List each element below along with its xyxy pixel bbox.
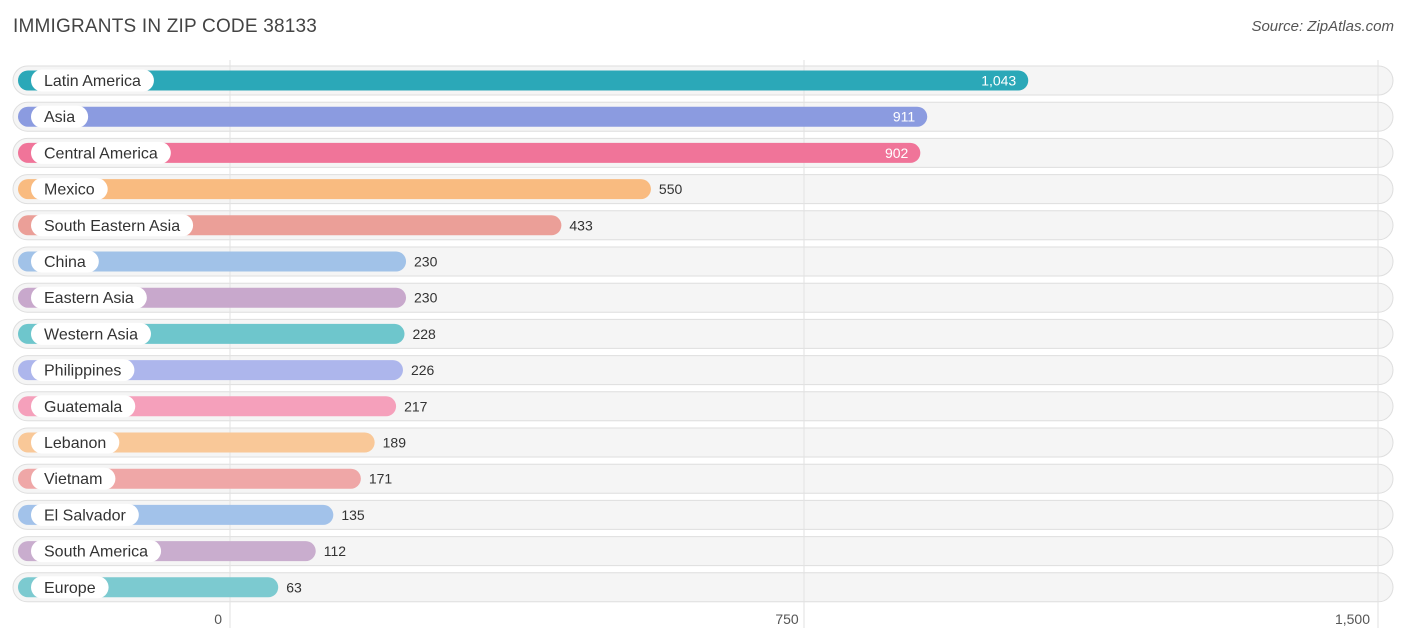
category-label-pill	[31, 395, 136, 418]
value-label: 112	[324, 543, 347, 559]
source-note: Source: ZipAtlas.com	[1251, 18, 1394, 35]
category-label-pill	[31, 178, 108, 201]
bar	[18, 179, 651, 200]
category-label: Philippines	[44, 363, 121, 380]
value-label: 171	[369, 471, 393, 487]
category-label: Mexico	[44, 182, 95, 199]
value-label: 228	[412, 326, 436, 342]
value-label: 433	[569, 217, 593, 233]
category-label: South America	[44, 544, 148, 561]
category-label: Vietnam	[44, 471, 102, 488]
category-label-pill	[31, 214, 194, 237]
category-label-pill	[31, 105, 89, 128]
row-background	[12, 463, 1394, 494]
x-axis-ticks: 0 750 1,500	[214, 611, 1370, 627]
category-label: El Salvador	[44, 507, 126, 524]
bar	[18, 142, 921, 163]
row-background	[12, 572, 1394, 603]
category-label: China	[44, 254, 86, 271]
value-label: 1,043	[981, 73, 1016, 89]
value-label: 230	[414, 254, 438, 270]
value-label: 911	[893, 109, 916, 125]
category-label-pill	[31, 503, 139, 526]
category-label-pill	[31, 69, 154, 92]
value-label: 550	[659, 181, 683, 197]
category-label: Central America	[44, 145, 158, 162]
value-label: 902	[885, 145, 909, 161]
category-label-pill	[31, 540, 162, 563]
category-label: Eastern Asia	[44, 290, 134, 307]
bar	[18, 251, 407, 272]
category-label: Asia	[44, 109, 75, 126]
x-tick-label: 0	[214, 611, 222, 627]
chart-title: IMMIGRANTS IN ZIP CODE 38133	[13, 16, 318, 37]
category-label: Guatemala	[44, 399, 122, 416]
bar	[18, 106, 928, 127]
value-label: 217	[404, 398, 428, 414]
category-label-pill	[31, 250, 99, 273]
category-label: Latin America	[44, 73, 141, 90]
category-label-pill	[31, 359, 135, 382]
category-label-pill	[31, 576, 109, 599]
value-label: 135	[341, 507, 365, 523]
category-label-pill	[31, 141, 171, 164]
row-background	[12, 499, 1394, 530]
value-label: 230	[414, 290, 438, 306]
category-label: Western Asia	[44, 326, 138, 343]
bar	[18, 70, 1029, 91]
bars-group: Latin America 1,043 Asia 911 Central America…	[18, 69, 1029, 599]
category-label: Europe	[44, 580, 96, 597]
category-label: South Eastern Asia	[44, 218, 180, 235]
value-label: 189	[383, 435, 407, 451]
category-label: Lebanon	[44, 435, 106, 452]
category-label-pill	[31, 322, 151, 345]
x-tick-label: 1,500	[1335, 611, 1370, 627]
value-label: 226	[411, 362, 435, 378]
value-label: 63	[286, 579, 302, 595]
row-background	[12, 536, 1394, 567]
x-tick-label: 750	[775, 611, 799, 627]
category-label-pill	[31, 467, 116, 490]
category-label-pill	[31, 431, 120, 454]
category-label-pill	[31, 286, 147, 309]
